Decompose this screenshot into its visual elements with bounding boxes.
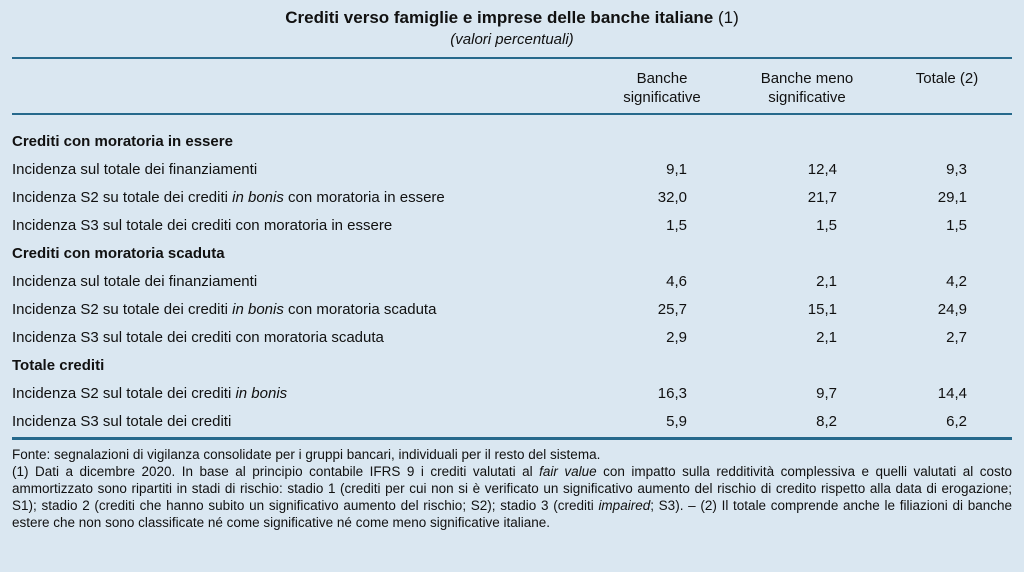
- value-banche-meno-significative: 2,1: [816, 272, 837, 290]
- value-banche-meno-significative: 21,7: [807, 188, 837, 206]
- table-row: Incidenza S2 su totale dei crediti in bo…: [12, 183, 1012, 211]
- value-banche-meno-significative: 12,4: [807, 160, 837, 178]
- table-row: Incidenza S3 sul totale dei crediti con …: [12, 323, 1012, 351]
- value-banche-significative: 16,3: [657, 384, 687, 402]
- section-header: Crediti con moratoria scaduta: [12, 244, 225, 262]
- table-row: Incidenza sul totale dei finanziamenti 4…: [12, 267, 1012, 295]
- column-header-row: Banche significative Banche meno signifi…: [12, 59, 1012, 115]
- column-header-banche-meno-significative: Banche meno significative: [732, 59, 882, 115]
- value-banche-significative: 2,9: [666, 328, 687, 346]
- column-header-totale: Totale (2): [882, 59, 1012, 115]
- table-body: Crediti con moratoria in essere Incidenz…: [12, 114, 1012, 435]
- figure-subtitle: (valori percentuali): [450, 31, 574, 48]
- table-row: Incidenza S3 sul totale dei crediti con …: [12, 211, 1012, 239]
- figure-title-text: Crediti verso famiglie e imprese delle b…: [285, 8, 714, 27]
- value-banche-meno-significative: 2,1: [816, 328, 837, 346]
- value-banche-meno-significative: 1,5: [816, 216, 837, 234]
- figure-title-footnote-ref: (1): [713, 8, 739, 27]
- table-row: Incidenza S3 sul totale dei crediti 5,9 …: [12, 407, 1012, 435]
- table-row: Incidenza sul totale dei finanziamenti 9…: [12, 155, 1012, 183]
- footnotes: Fonte: segnalazioni di vigilanza consoli…: [12, 446, 1012, 531]
- table-row: Incidenza S2 su totale dei crediti in bo…: [12, 295, 1012, 323]
- value-banche-significative: 32,0: [657, 188, 687, 206]
- value-banche-meno-significative: 15,1: [807, 300, 837, 318]
- value-banche-significative: 4,6: [666, 272, 687, 290]
- section-header: Totale crediti: [12, 356, 105, 374]
- data-table: Banche significative Banche meno signifi…: [12, 59, 1012, 435]
- stub-header: [12, 59, 592, 115]
- bottom-rule: [12, 437, 1012, 440]
- row-label: Incidenza S3 sul totale dei crediti con …: [12, 328, 384, 346]
- row-label: Incidenza S2 su totale dei crediti in bo…: [12, 188, 445, 206]
- row-label: Incidenza S2 sul totale dei crediti in b…: [12, 384, 288, 402]
- section-header-row: Crediti con moratoria in essere: [12, 114, 1012, 155]
- row-label: Incidenza S2 su totale dei crediti in bo…: [12, 300, 437, 318]
- value-banche-significative: 5,9: [666, 412, 687, 430]
- row-label: Incidenza S3 sul totale dei crediti: [12, 412, 232, 430]
- value-banche-significative: 9,1: [666, 160, 687, 178]
- value-banche-meno-significative: 9,7: [816, 384, 837, 402]
- top-rule: [12, 57, 1012, 59]
- column-header-banche-significative: Banche significative: [592, 59, 732, 115]
- value-totale: 6,2: [946, 412, 967, 430]
- value-banche-significative: 25,7: [657, 300, 687, 318]
- value-totale: 1,5: [946, 216, 967, 234]
- figure-title: Crediti verso famiglie e imprese delle b…: [12, 8, 1012, 28]
- value-totale: 4,2: [946, 272, 967, 290]
- section-header-row: Totale crediti: [12, 351, 1012, 379]
- value-banche-meno-significative: 8,2: [816, 412, 837, 430]
- value-totale: 24,9: [937, 300, 967, 318]
- section-header: Crediti con moratoria in essere: [12, 132, 233, 150]
- value-totale: 2,7: [946, 328, 967, 346]
- table-row: Incidenza S2 sul totale dei crediti in b…: [12, 379, 1012, 407]
- footnote-text: (1) Dati a dicembre 2020. In base al pri…: [12, 464, 1012, 530]
- row-label: Incidenza sul totale dei finanziamenti: [12, 272, 258, 290]
- value-totale: 9,3: [946, 160, 967, 178]
- row-label: Incidenza S3 sul totale dei crediti con …: [12, 216, 393, 234]
- source-note: Fonte: segnalazioni di vigilanza consoli…: [12, 447, 601, 462]
- row-label: Incidenza sul totale dei finanziamenti: [12, 160, 258, 178]
- section-header-row: Crediti con moratoria scaduta: [12, 239, 1012, 267]
- value-banche-significative: 1,5: [666, 216, 687, 234]
- value-totale: 14,4: [937, 384, 967, 402]
- table-header: Banche significative Banche meno signifi…: [12, 59, 1012, 115]
- value-totale: 29,1: [937, 188, 967, 206]
